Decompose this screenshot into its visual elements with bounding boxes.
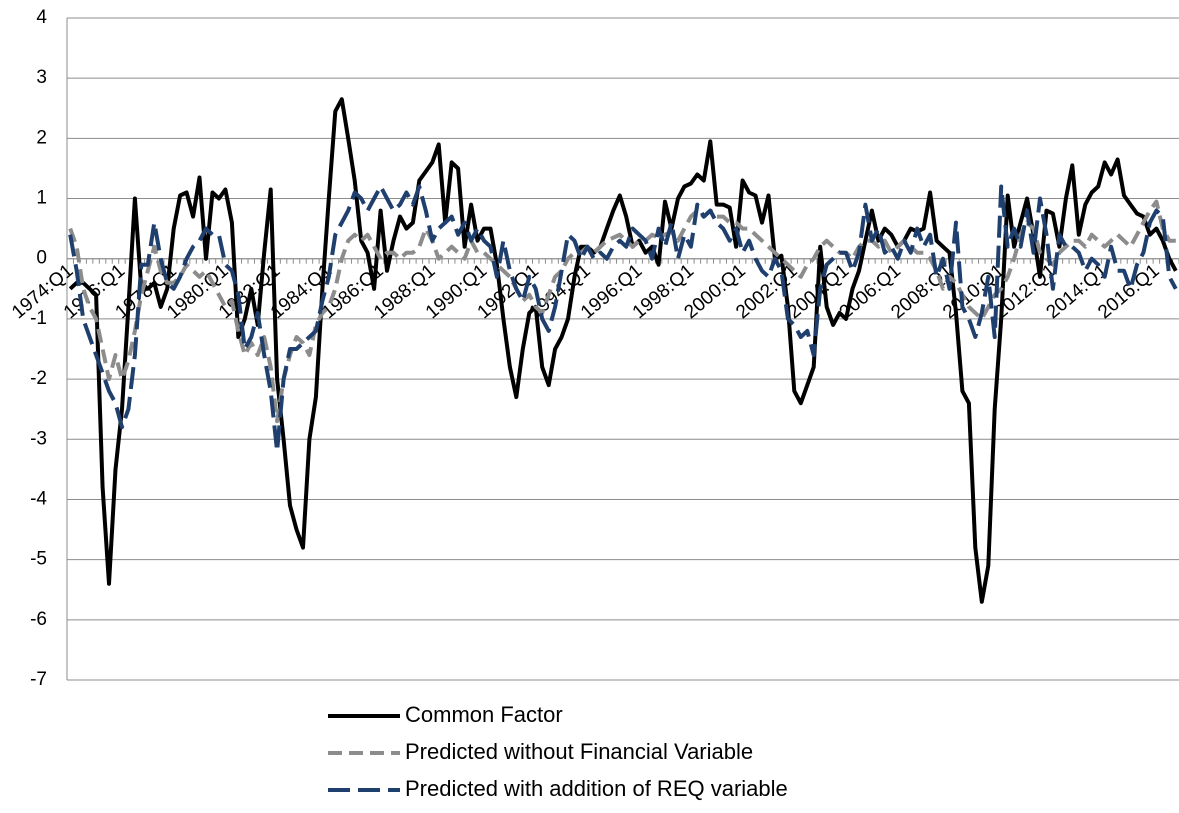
- y-tick-label: -3: [30, 428, 47, 449]
- y-tick-label: 3: [36, 67, 47, 88]
- y-tick-label: 1: [36, 188, 47, 209]
- y-tick-label: 2: [36, 127, 47, 148]
- legend-label: Common Factor: [405, 702, 563, 727]
- legend-label: Predicted with addition of REQ variable: [405, 776, 788, 801]
- y-tick-label: -6: [30, 609, 47, 630]
- y-tick-label: -5: [30, 549, 47, 570]
- y-tick-label: 4: [36, 7, 47, 28]
- y-tick-label: -1: [30, 308, 47, 329]
- y-tick-label: -2: [30, 368, 47, 389]
- series-line: [68, 184, 1178, 454]
- legend-label: Predicted without Financial Variable: [405, 739, 753, 764]
- y-tick-label: -4: [30, 488, 47, 509]
- y-tick-label: -7: [30, 669, 47, 690]
- series-line: [68, 97, 1178, 604]
- y-tick-label: 0: [36, 248, 47, 269]
